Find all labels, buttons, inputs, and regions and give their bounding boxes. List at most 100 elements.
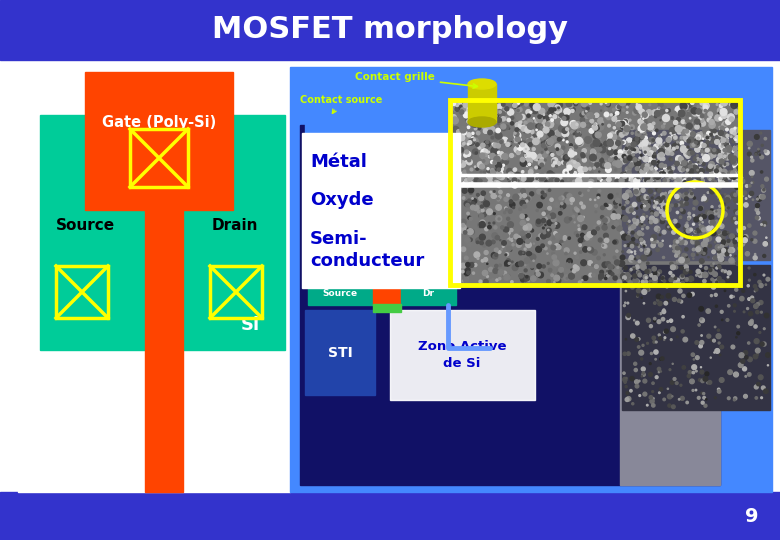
Circle shape [750, 296, 753, 299]
Circle shape [644, 167, 649, 171]
Circle shape [601, 179, 603, 181]
Circle shape [693, 179, 695, 180]
Circle shape [626, 223, 628, 225]
Circle shape [693, 182, 695, 185]
Text: Contact grille: Contact grille [355, 72, 477, 88]
Circle shape [520, 214, 524, 219]
Circle shape [600, 158, 604, 162]
Circle shape [643, 379, 647, 383]
Circle shape [748, 357, 752, 362]
Circle shape [740, 179, 745, 184]
Circle shape [698, 324, 700, 326]
Circle shape [759, 332, 760, 333]
Circle shape [604, 141, 608, 146]
Circle shape [739, 251, 742, 254]
Circle shape [665, 206, 671, 212]
Circle shape [561, 202, 563, 205]
Circle shape [583, 103, 587, 106]
Circle shape [561, 119, 568, 126]
Circle shape [491, 136, 494, 139]
Circle shape [479, 214, 484, 218]
Circle shape [613, 240, 616, 244]
Circle shape [532, 147, 535, 151]
Circle shape [524, 258, 530, 263]
Circle shape [475, 152, 477, 154]
Circle shape [653, 132, 655, 135]
Circle shape [636, 216, 638, 218]
Circle shape [466, 103, 471, 109]
Circle shape [638, 246, 640, 248]
Circle shape [476, 167, 479, 170]
Circle shape [567, 194, 572, 199]
Circle shape [696, 135, 700, 139]
Circle shape [704, 248, 707, 251]
Circle shape [464, 267, 468, 271]
Circle shape [477, 131, 480, 135]
Circle shape [727, 207, 729, 209]
Circle shape [452, 262, 456, 266]
Circle shape [587, 232, 593, 238]
Circle shape [579, 167, 583, 171]
Circle shape [724, 142, 726, 144]
Circle shape [636, 281, 637, 282]
Circle shape [509, 236, 512, 240]
Circle shape [654, 144, 659, 149]
Circle shape [597, 256, 601, 260]
Circle shape [580, 251, 582, 253]
Circle shape [578, 215, 583, 221]
Circle shape [574, 145, 577, 149]
Circle shape [747, 152, 751, 156]
Circle shape [557, 161, 561, 165]
Circle shape [641, 233, 644, 235]
Circle shape [550, 198, 553, 201]
Circle shape [562, 156, 563, 158]
Circle shape [676, 282, 681, 287]
Circle shape [645, 249, 647, 251]
Circle shape [725, 143, 729, 147]
Circle shape [629, 146, 631, 149]
Circle shape [696, 370, 697, 372]
Circle shape [698, 272, 704, 278]
Circle shape [649, 363, 651, 364]
Circle shape [469, 139, 475, 145]
Circle shape [581, 228, 583, 230]
Circle shape [658, 392, 660, 394]
Circle shape [680, 183, 683, 186]
Circle shape [708, 138, 710, 140]
Circle shape [499, 174, 505, 180]
Circle shape [728, 397, 730, 400]
Circle shape [704, 135, 709, 139]
Circle shape [626, 392, 629, 395]
Circle shape [464, 138, 470, 143]
Circle shape [574, 222, 575, 223]
Circle shape [717, 237, 718, 239]
Circle shape [457, 134, 462, 139]
Circle shape [459, 218, 460, 219]
Circle shape [764, 225, 765, 226]
Circle shape [719, 377, 724, 382]
Circle shape [531, 267, 534, 269]
Circle shape [685, 278, 689, 281]
Circle shape [592, 126, 594, 127]
Circle shape [734, 243, 738, 247]
Circle shape [498, 198, 499, 200]
Circle shape [480, 226, 481, 227]
Circle shape [685, 192, 687, 195]
Circle shape [620, 273, 626, 279]
Circle shape [630, 256, 633, 260]
Circle shape [467, 229, 473, 235]
Circle shape [524, 152, 530, 158]
Circle shape [508, 174, 511, 178]
Circle shape [471, 262, 475, 267]
Circle shape [656, 187, 660, 191]
Circle shape [654, 167, 658, 170]
Circle shape [482, 114, 488, 120]
Circle shape [497, 104, 502, 109]
Circle shape [656, 129, 658, 131]
Circle shape [541, 233, 547, 239]
Circle shape [731, 102, 738, 108]
Circle shape [555, 107, 562, 113]
Circle shape [469, 230, 473, 234]
Circle shape [643, 123, 645, 126]
Circle shape [526, 224, 532, 230]
